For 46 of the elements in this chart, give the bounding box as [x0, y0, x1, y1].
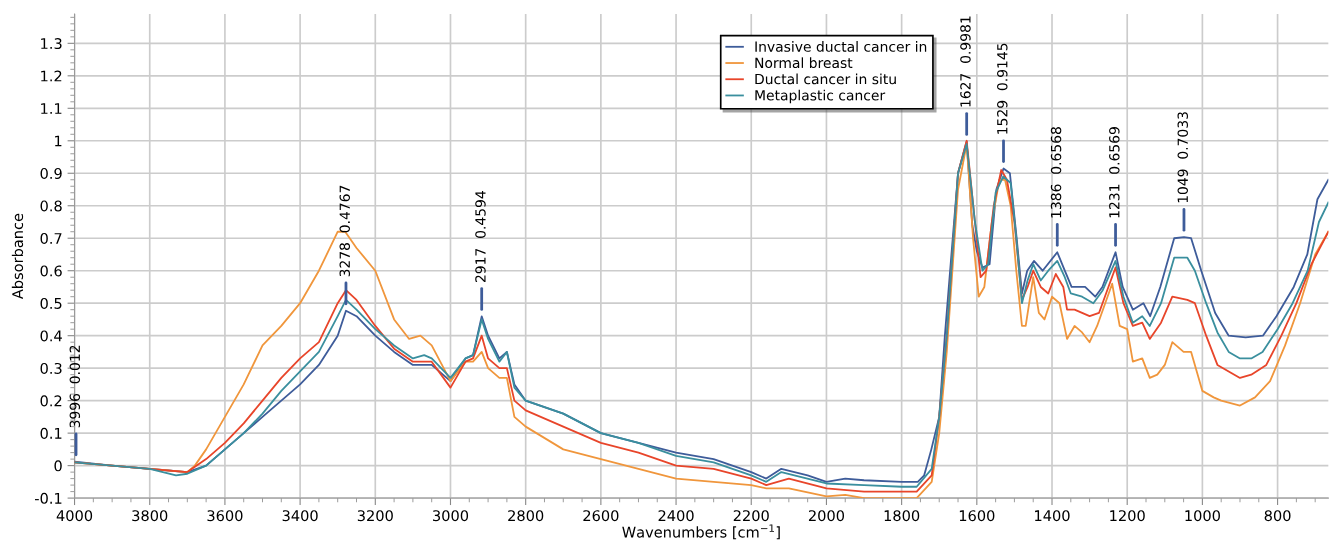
x-tick-label: 1000 [1185, 510, 1220, 522]
x-tick-label: 3000 [433, 510, 469, 522]
x-tick-label: 1600 [959, 510, 995, 522]
x-tick-label: 1800 [884, 510, 920, 522]
x-tick-label: 1200 [1110, 510, 1145, 522]
annotation: 1049 0.7033 [1177, 112, 1188, 203]
annotation: 1386 0.6568 [1050, 127, 1062, 218]
y-tick-label: 0.2 [40, 395, 62, 407]
y-tick-label: 0.9 [40, 167, 62, 180]
annotation: 1627 0.9981 [960, 16, 971, 107]
y-axis-title: Absorbance [11, 213, 24, 300]
y-tick-label: 0.7 [40, 232, 62, 244]
annotation: 3278 0.4767 [339, 185, 350, 277]
x-axis-title: Wavenumbers [cm$^{−1}$] [622, 524, 780, 540]
y-tick-label: -0.1 [34, 492, 62, 504]
y-tick-label: 1 [55, 135, 62, 147]
x-tick-label: 2200 [733, 510, 769, 522]
y-tick-label: 1.1 [41, 103, 62, 114]
x-tick-label: 2800 [508, 510, 544, 522]
annotation: 1231 0.6569 [1109, 127, 1120, 218]
legend-label: Metaplastic cancer [755, 89, 886, 104]
y-tick-label: 0.5 [40, 297, 62, 309]
legend-label: Invasive ductal cancer in [755, 41, 927, 52]
x-tick-label: 3400 [282, 510, 318, 522]
annotation: 1529 0.9145 [997, 43, 1008, 134]
x-tick-label: 3800 [132, 510, 168, 522]
x-tick-label: 800 [1264, 510, 1291, 522]
x-tick-label: 2400 [658, 510, 694, 522]
legend-label: Normal breast [755, 57, 853, 69]
x-tick-label: 2600 [583, 510, 619, 522]
y-tick-label: 0.1 [40, 427, 62, 439]
x-tick-label: 2000 [808, 510, 845, 522]
x-tick-label: 4000 [56, 510, 93, 522]
x-tick-label: 1400 [1035, 510, 1070, 522]
y-tick-label: 1.2 [41, 70, 62, 82]
x-tick-label: 3600 [207, 510, 243, 522]
legend-label: Ductal cancer in situ [755, 73, 896, 85]
y-tick-label: 0.8 [40, 200, 62, 212]
y-tick-label: 0.4 [40, 330, 62, 342]
y-tick-label: 0.3 [40, 362, 62, 374]
annotation: 3996 0.012 [69, 345, 81, 428]
y-tick-label: 0.6 [40, 265, 62, 277]
y-tick-label: 1.3 [41, 38, 62, 50]
annotation: 2917 0.4594 [475, 191, 486, 283]
x-tick-label: 3200 [357, 510, 393, 522]
y-tick-label: 0 [54, 460, 62, 472]
